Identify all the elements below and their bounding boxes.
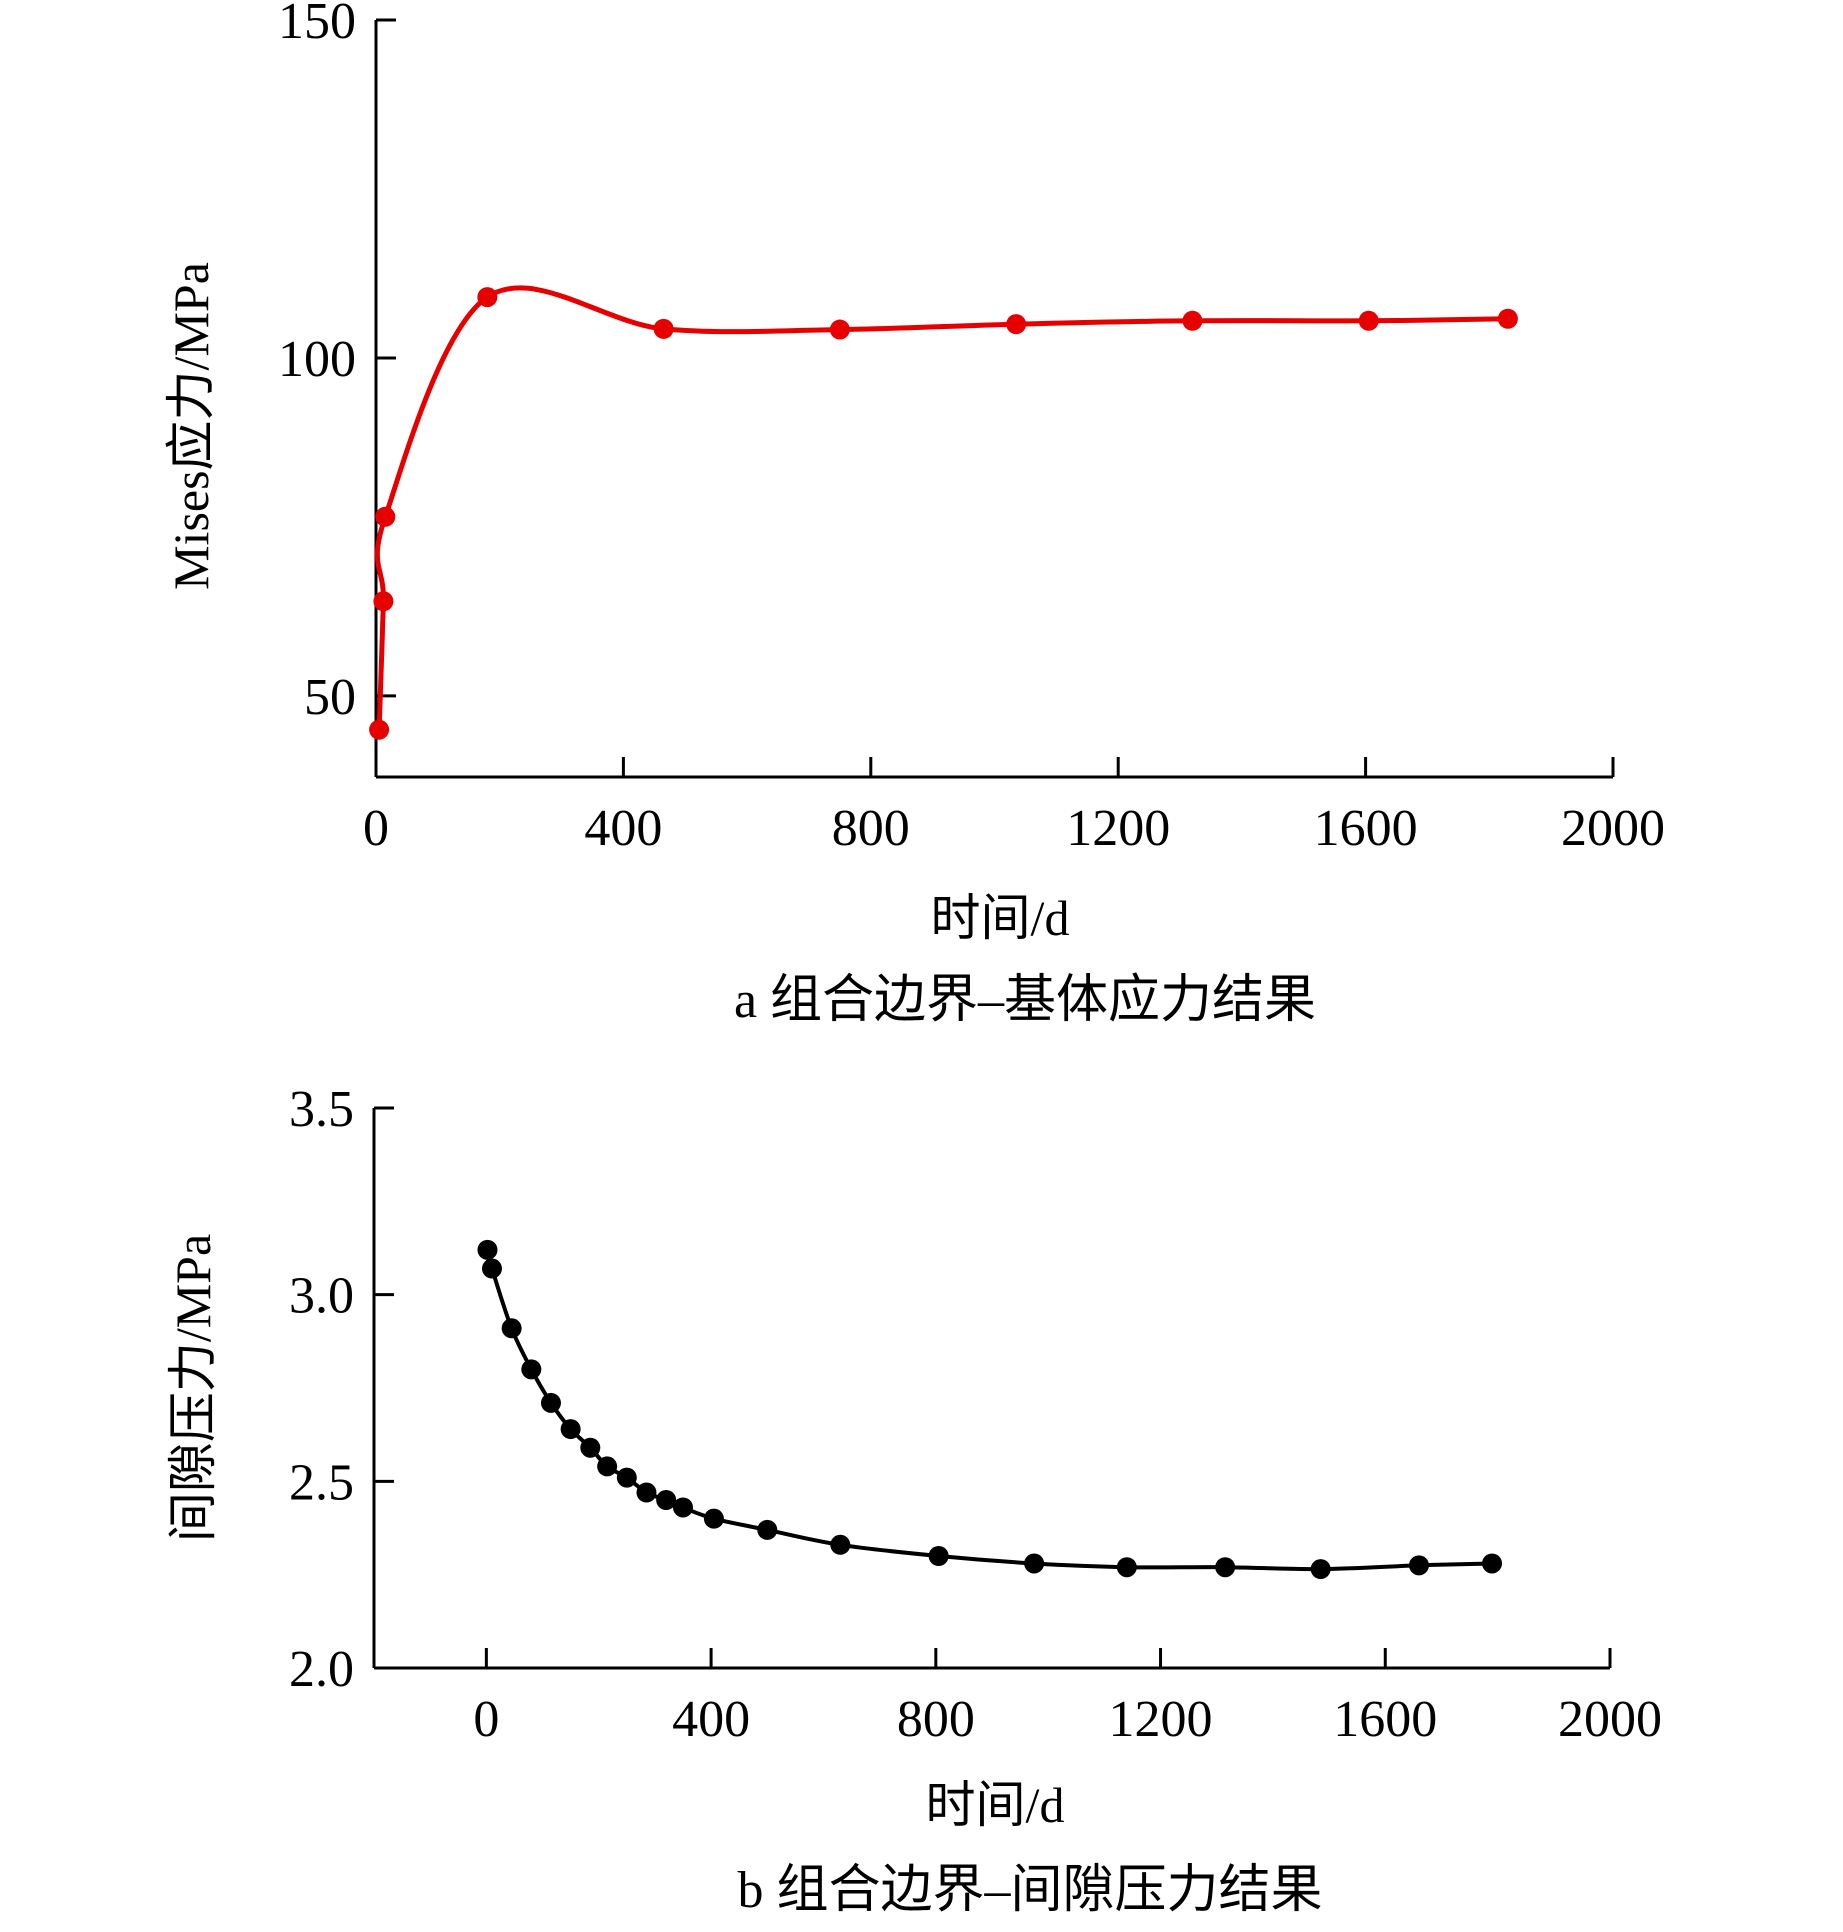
data-point	[703, 1508, 724, 1529]
y-tick-label: 50	[304, 669, 356, 726]
data-point	[1310, 1559, 1331, 1580]
y-tick-label: 100	[278, 331, 356, 388]
chart-a-series-line	[374, 285, 1508, 730]
data-point	[653, 318, 674, 339]
y-tick-label: 3.0	[289, 1268, 354, 1325]
chart-b-x-axis-label: 时间/d	[926, 1777, 1065, 1833]
data-point	[501, 1318, 522, 1339]
chart-a-points	[369, 287, 1518, 740]
x-tick-label: 2000	[1561, 800, 1665, 857]
data-point	[369, 719, 390, 740]
chart-a-y-axis-label: Mises应力/MPa	[163, 262, 219, 590]
chart-b-axes	[372, 1108, 1610, 1670]
data-point	[928, 1546, 949, 1566]
x-tick-label: 1200	[1066, 800, 1170, 857]
data-point	[1024, 1553, 1045, 1574]
data-point	[481, 1258, 502, 1279]
data-point	[580, 1437, 601, 1458]
data-point	[1358, 310, 1379, 331]
y-tick-label: 150	[278, 0, 356, 50]
x-tick-label: 800	[832, 800, 910, 857]
data-point	[1116, 1557, 1137, 1578]
x-tick-label: 800	[897, 1691, 975, 1748]
data-point	[1408, 1555, 1429, 1576]
chart-b-caption: b 组合边界–间隙压力结果	[737, 1862, 1322, 1919]
data-point	[757, 1519, 778, 1540]
y-tick-label: 2.0	[289, 1641, 354, 1698]
data-point	[477, 1239, 498, 1260]
y-tick-label: 2.5	[289, 1454, 354, 1511]
data-point	[1482, 1553, 1503, 1574]
chart-b-ticks: 2.0 2.5 3.0 3.5 0 400 800 1200 1600 2000	[289, 1081, 1662, 1748]
data-point	[375, 506, 396, 527]
x-tick-label: 0	[363, 800, 389, 857]
chart-a-axes	[374, 20, 1613, 779]
data-point	[636, 1482, 657, 1503]
data-point	[616, 1467, 637, 1488]
x-tick-label: 400	[584, 800, 662, 857]
data-point	[1497, 308, 1518, 329]
data-point	[673, 1497, 693, 1518]
data-point	[373, 591, 394, 612]
chart-a-caption: a 组合边界–基体应力结果	[734, 972, 1316, 1029]
data-point	[477, 287, 498, 308]
x-tick-label: 1600	[1333, 1691, 1437, 1748]
x-tick-label: 0	[473, 1691, 499, 1748]
chart-b-y-axis-label: 间隙压力/MPa	[165, 1234, 221, 1542]
x-tick-label: 400	[672, 1691, 750, 1748]
data-point	[1215, 1557, 1236, 1578]
chart-b-pore-pressure: 2.0 2.5 3.0 3.5 0 400 800 1200 1600 2000 间隙压力/MPa…	[165, 1081, 1662, 1919]
data-point	[597, 1456, 618, 1477]
data-point	[829, 319, 850, 340]
data-point	[830, 1534, 851, 1555]
data-point	[560, 1419, 581, 1440]
chart-a-ticks: 50 100 150 0 400 800 1200 1600 2000	[278, 0, 1665, 857]
data-point	[540, 1392, 561, 1413]
data-point	[1182, 310, 1203, 331]
data-point	[521, 1359, 542, 1380]
x-tick-label: 2000	[1558, 1691, 1662, 1748]
chart-b-series-line	[485, 1249, 1493, 1572]
y-tick-label: 3.5	[289, 1081, 354, 1138]
chart-a-x-axis-label: 时间/d	[931, 890, 1070, 946]
data-point	[656, 1490, 677, 1510]
x-tick-label: 1600	[1314, 800, 1418, 857]
x-tick-label: 1200	[1109, 1691, 1213, 1748]
chart-b-points	[477, 1239, 1503, 1580]
data-point	[1006, 314, 1027, 335]
